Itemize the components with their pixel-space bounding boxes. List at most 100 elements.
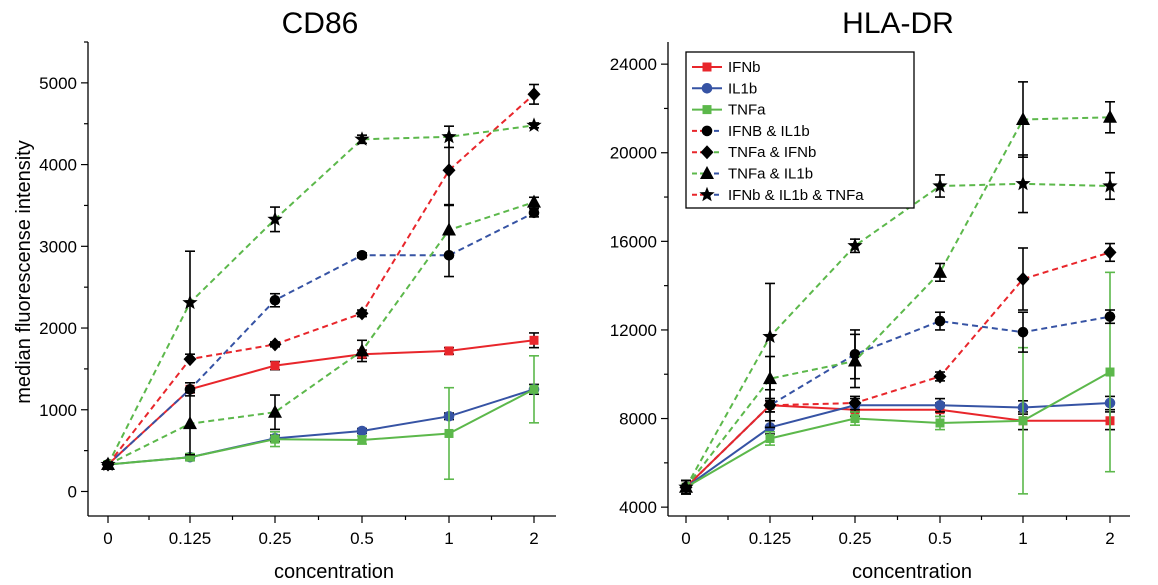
cd86-y-tick-label: 1000 — [39, 401, 77, 420]
cd86-series-tnfa-point — [444, 428, 454, 438]
cd86-series-tnfa-and-il1b-point — [442, 222, 456, 236]
hla-dr-series-tnfa-point — [1105, 367, 1115, 377]
cd86-y-tick-label: 4000 — [39, 156, 77, 175]
hla-dr-series-ifnb-and-il1b-and-tnfa-point — [1102, 177, 1118, 193]
hla-dr-series-il1b-point — [934, 399, 946, 411]
cd86-series-tnfa-and-ifnb-point — [527, 87, 541, 102]
hla-dr-series-ifnb-and-il1b-point — [1017, 326, 1029, 338]
hla-dr-y-tick-label: 16000 — [610, 232, 657, 251]
cd86-series-tnfa-and-ifnb — [101, 83, 541, 472]
cd86-series-ifnb-and-il1b-line — [107, 211, 535, 466]
hla-dr-series-ifnb-and-il1b-and-tnfa-point — [678, 479, 694, 494]
cd86-series-ifnb-and-il1b-and-tnfa-point — [182, 294, 198, 310]
cd86-series-ifnb-and-il1b-and-tnfa-point — [526, 117, 542, 132]
hla-dr-series-tnfa-and-ifnb-line — [685, 251, 1111, 488]
cd86-series-ifnb-and-il1b-point — [356, 250, 368, 261]
hla-dr-x-tick-label: 2 — [1105, 529, 1114, 548]
legend-item-tnfa-and-ifnb: TNFa & IFNb — [692, 144, 816, 161]
legend-item-ifnb: IFNb — [692, 59, 761, 76]
hla-dr-series-tnfa-and-il1b-line — [685, 116, 1111, 488]
cd86-series-tnfa-point — [529, 384, 539, 394]
legend-label: IFNB & IL1b — [728, 123, 810, 140]
hla-dr-series-ifnb-and-il1b-and-tnfa-point — [847, 237, 863, 253]
hla-dr-series-tnfa-point — [1018, 416, 1028, 426]
hla-dr-series-tnfa-and-il1b-point — [1016, 112, 1030, 126]
legend-item-tnfa: TNFa — [692, 102, 766, 119]
hla-dr-series-ifnb-line — [685, 404, 1110, 488]
cd86-series-ifnb-and-il1b-and-tnfa-point — [100, 456, 116, 471]
hla-dr-series-ifnb-and-il1b-point — [1104, 311, 1116, 322]
hla-dr-series-tnfa-line — [685, 371, 1111, 489]
hla-dr-x-tick-label: 0.5 — [928, 529, 952, 548]
cd86-x-tick-label: 2 — [529, 529, 538, 548]
cd86-series-tnfa — [103, 355, 539, 481]
hla-dr-series-tnfa-and-il1b-point — [933, 264, 947, 278]
hla-dr-series-tnfa-and-il1b-point — [1103, 109, 1117, 123]
cd86-series-tnfa-and-ifnb-point — [268, 337, 282, 352]
hla-dr-series-ifnb-and-il1b-and-tnfa-point — [762, 328, 778, 344]
legend-marker — [699, 186, 715, 202]
cd86-x-axis-title: concentration — [274, 561, 394, 583]
legend-label: TNFa & IL1b — [728, 166, 813, 183]
hla-dr-series-ifnb-and-il1b-line — [685, 315, 1111, 488]
hla-dr-series-tnfa-point — [850, 414, 860, 424]
hla-dr-x-axis-title: concentration — [852, 561, 972, 583]
cd86-series-tnfa-line — [107, 388, 535, 466]
cd86-series-tnfa-point — [185, 452, 195, 462]
cd86-x-tick-label: 1 — [444, 529, 453, 548]
legend-label: IFNb & IL1b & TNFa — [728, 187, 864, 204]
cd86-x-tick-label: 0 — [103, 529, 112, 548]
cd86-series-ifnb-and-il1b-and-tnfa-point — [267, 211, 283, 226]
hla-dr-series-il1b-line — [685, 402, 1111, 489]
legend-item-il1b: IL1b — [692, 80, 757, 97]
cd86-series-ifnb-point — [529, 335, 539, 345]
hla-dr-series-tnfa-and-ifnb-point — [1016, 272, 1030, 286]
hla-dr-series-tnfa — [681, 271, 1115, 495]
hla-dr-series-tnfa-and-ifnb-point — [1103, 245, 1117, 260]
legend-marker — [700, 166, 714, 179]
hla-dr-series-ifnb-and-il1b-point — [934, 315, 946, 327]
hla-dr-series-tnfa-and-ifnb — [679, 242, 1117, 495]
hla-dr-x-tick-label: 0 — [681, 529, 690, 548]
cd86-plot-area: 0 1000 2000 3000 4000 5000 0 0.125 0.25 0.5 1 2 — [39, 41, 556, 548]
hla-dr-x-tick-label: 0.25 — [838, 529, 871, 548]
cd86-series-tnfa-point — [357, 435, 367, 445]
cd86-series-ifnb — [103, 332, 539, 470]
cd86-series-tnfa-point — [270, 434, 280, 444]
cd86-series-tnfa-and-il1b — [101, 194, 541, 471]
cd86-series-ifnb-point — [270, 361, 280, 371]
cd86-y-tick-label: 5000 — [39, 74, 77, 93]
legend-marker — [702, 62, 712, 72]
cd86-series-tnfa-and-il1b-point — [268, 404, 282, 418]
hla-dr-series-ifnb — [681, 397, 1115, 495]
cd86-panel: CD86 median fluorescense intensity conce… — [13, 7, 556, 583]
hla-dr-series-tnfa-and-ifnb-point — [848, 396, 862, 411]
cd86-series-tnfa-and-ifnb-line — [107, 93, 535, 466]
hla-dr-y-tick-label: 4000 — [619, 498, 657, 517]
hla-dr-y-tick-label: 8000 — [619, 410, 657, 429]
cd86-series-ifnb-and-il1b-point — [528, 207, 540, 219]
cd86-x-tick-label: 0.25 — [258, 529, 291, 548]
hla-dr-y-tick-label: 24000 — [610, 55, 657, 74]
cd86-title: CD86 — [282, 7, 359, 40]
cd86-x-tick-label: 0.5 — [350, 529, 374, 548]
cd86-x-tick-label: 0.125 — [169, 529, 212, 548]
cd86-y-tick-label: 0 — [68, 482, 77, 501]
hla-dr-series-tnfa-and-il1b-point — [848, 353, 862, 367]
cd86-y-tick-label: 3000 — [39, 237, 77, 256]
cd86-series-il1b-line — [107, 388, 535, 466]
hla-dr-series-il1b — [680, 395, 1116, 495]
hla-dr-x-tick-label: 1 — [1018, 529, 1027, 548]
hla-dr-series-ifnb-and-il1b-and-tnfa-line — [685, 182, 1111, 488]
cd86-series-ifnb-and-il1b-and-tnfa-line — [107, 124, 535, 465]
cd86-series-ifnb-and-il1b-and-tnfa-point — [354, 131, 370, 146]
hla-dr-y-tick-label: 20000 — [610, 144, 657, 163]
legend-label: TNFa — [728, 102, 766, 119]
cd86-series-ifnb-point — [444, 346, 454, 356]
cd86-series-ifnb-and-il1b-point — [269, 294, 281, 306]
cd86-y-axis-title: median fluorescense intensity — [13, 140, 35, 403]
hla-dr-x-tick-label: 0.125 — [749, 529, 792, 548]
cd86-series-ifnb-line — [107, 339, 535, 466]
hla-dr-series-tnfa-and-ifnb-point — [933, 369, 947, 384]
